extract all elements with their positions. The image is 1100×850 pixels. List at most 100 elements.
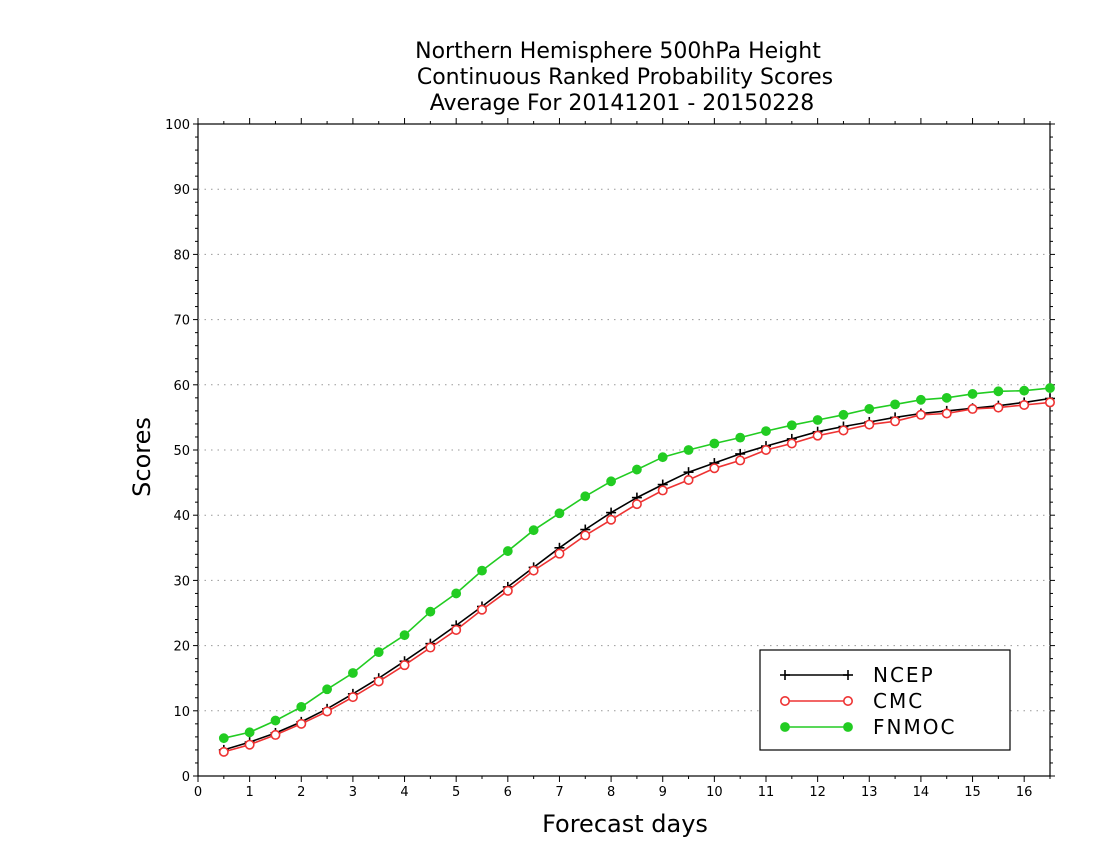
point-fnmoc-13 — [554, 508, 565, 519]
point-cmc-28 — [941, 408, 952, 419]
point-cmc-15 — [606, 514, 617, 525]
point-cmc-3 — [296, 718, 307, 729]
legend-marker-right-ncep — [843, 670, 853, 680]
x-axis: 0 1 2 3 4 5 6 7 8 9 10 11 12 13 14 15 16 — [194, 118, 1051, 800]
y-tick-label-50: 50 — [173, 444, 190, 459]
point-cmc-16 — [631, 499, 642, 510]
point-cmc-30 — [993, 402, 1004, 413]
point-fnmoc-29 — [967, 389, 978, 399]
point-cmc-9 — [451, 624, 462, 635]
x-tick-label-16: 16 — [1016, 785, 1033, 800]
legend-item-cmc: CMC — [779, 689, 924, 713]
y-tick-label-60: 60 — [173, 379, 190, 394]
legend-label-fnmoc: FNMOC — [873, 715, 956, 739]
series-fnmoc — [218, 383, 1055, 744]
x-tick-label-12: 12 — [809, 785, 826, 800]
y-tick-label-20: 20 — [173, 640, 190, 655]
legend-item-fnmoc: FNMOC — [780, 715, 956, 739]
point-fnmoc-21 — [761, 426, 771, 436]
point-cmc-21 — [760, 444, 771, 455]
legend-label-ncep: NCEP — [873, 663, 935, 687]
point-fnmoc-6 — [373, 647, 384, 658]
point-cmc-26 — [890, 416, 901, 427]
x-tick-label-14: 14 — [913, 785, 930, 800]
point-fnmoc-3 — [296, 701, 307, 712]
point-fnmoc-0 — [218, 733, 229, 744]
series-group — [218, 383, 1056, 757]
legend-marker-right-cmc — [842, 695, 853, 706]
legend-marker-left-fnmoc — [780, 722, 790, 732]
point-fnmoc-11 — [502, 546, 513, 556]
point-cmc-17 — [657, 485, 668, 496]
y-tick-label-80: 80 — [173, 248, 190, 263]
x-tick-label-15: 15 — [964, 785, 981, 800]
legend-marker-left-ncep — [780, 670, 790, 680]
point-cmc-6 — [373, 676, 384, 687]
point-cmc-22 — [786, 438, 797, 449]
y-tick-label-100: 100 — [165, 118, 190, 133]
point-cmc-1 — [244, 739, 255, 750]
point-fnmoc-2 — [270, 715, 281, 726]
legend-item-ncep: NCEP — [780, 663, 935, 687]
point-fnmoc-15 — [606, 476, 616, 487]
point-fnmoc-16 — [632, 464, 642, 475]
point-cmc-20 — [735, 455, 746, 466]
point-fnmoc-24 — [838, 409, 849, 420]
x-tick-label-2: 2 — [297, 785, 305, 800]
y-tick-label-0: 0 — [182, 770, 190, 785]
point-fnmoc-22 — [786, 420, 797, 431]
y-axis-label: Scores — [128, 417, 156, 497]
point-cmc-4 — [322, 706, 333, 717]
point-fnmoc-10 — [477, 565, 487, 576]
point-cmc-24 — [838, 425, 849, 436]
point-fnmoc-20 — [735, 432, 746, 443]
point-fnmoc-30 — [993, 386, 1004, 397]
point-cmc-27 — [915, 409, 926, 420]
point-cmc-19 — [709, 463, 720, 474]
x-tick-label-11: 11 — [758, 785, 775, 800]
point-cmc-10 — [476, 604, 487, 615]
point-cmc-25 — [864, 419, 875, 430]
legend-label-cmc: CMC — [873, 689, 924, 713]
point-cmc-23 — [812, 430, 823, 441]
point-fnmoc-9 — [451, 588, 462, 599]
y-tick-label-40: 40 — [173, 509, 190, 524]
point-cmc-12 — [528, 565, 539, 576]
x-tick-label-13: 13 — [861, 785, 878, 800]
x-tick-label-8: 8 — [607, 785, 615, 800]
point-fnmoc-4 — [322, 684, 332, 695]
point-cmc-7 — [399, 660, 410, 671]
x-tick-label-6: 6 — [504, 785, 512, 800]
point-fnmoc-31 — [1019, 385, 1030, 396]
x-tick-label-5: 5 — [452, 785, 460, 800]
point-fnmoc-28 — [941, 392, 952, 403]
chart-title-line-1: Northern Hemisphere 500hPa Height — [415, 39, 821, 64]
legend-marker-right-fnmoc — [843, 722, 853, 732]
point-fnmoc-32 — [1045, 383, 1055, 393]
point-fnmoc-25 — [864, 404, 875, 414]
chart-title-line-3: Average For 20141201 - 20150228 — [430, 91, 815, 116]
point-cmc-8 — [425, 642, 436, 653]
point-cmc-29 — [967, 403, 978, 414]
point-cmc-5 — [347, 692, 358, 703]
point-fnmoc-17 — [657, 452, 668, 463]
y-tick-label-30: 30 — [173, 574, 190, 589]
point-fnmoc-5 — [348, 668, 358, 678]
point-cmc-32 — [1045, 397, 1056, 408]
point-fnmoc-26 — [890, 399, 900, 410]
point-fnmoc-27 — [916, 394, 926, 405]
chart-title-line-2: Continuous Ranked Probability Scores — [417, 65, 833, 90]
x-tick-label-7: 7 — [555, 785, 563, 800]
x-tick-label-9: 9 — [659, 785, 667, 800]
point-cmc-2 — [270, 729, 281, 740]
point-fnmoc-7 — [399, 630, 410, 641]
series-cmc — [218, 397, 1056, 757]
point-fnmoc-14 — [580, 491, 591, 502]
y-tick-label-70: 70 — [173, 314, 190, 329]
y-axis: 0 10 20 30 40 50 60 70 80 90 100 — [165, 118, 1055, 785]
point-fnmoc-18 — [683, 445, 694, 455]
point-cmc-0 — [218, 746, 229, 757]
x-tick-label-1: 1 — [245, 785, 253, 800]
